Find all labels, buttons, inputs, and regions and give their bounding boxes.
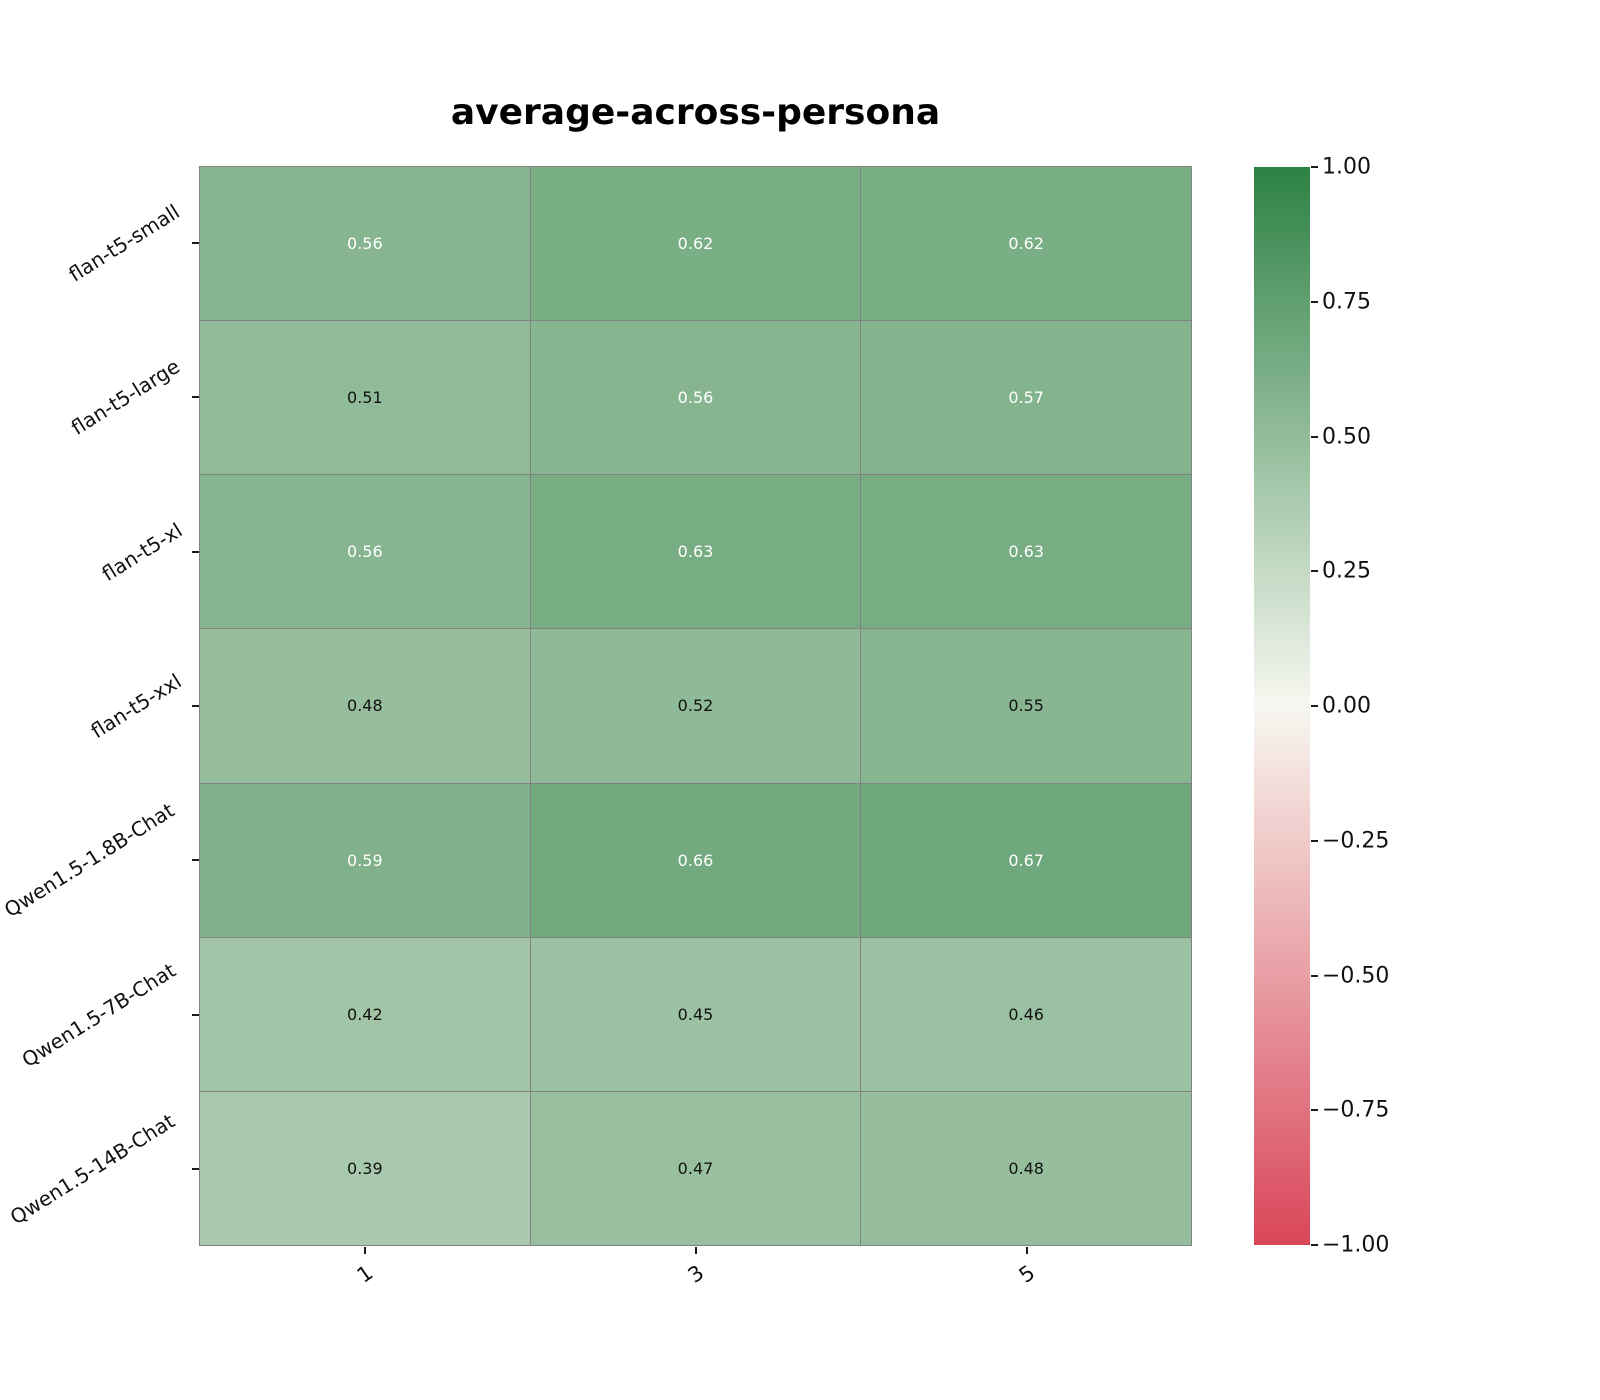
- colorbar-tick-mark: [1311, 570, 1318, 573]
- heatmap-cell: 0.55: [861, 629, 1191, 783]
- cell-value: 0.62: [1008, 234, 1044, 254]
- colorbar-tick-mark: [1311, 1109, 1318, 1112]
- y-tick-label: flan-t5-large: [66, 354, 184, 441]
- cell-value: 0.62: [677, 234, 714, 254]
- colorbar-tick-label: 0.25: [1322, 558, 1371, 584]
- cell-value: 0.56: [347, 542, 383, 562]
- y-tick-mark: [192, 396, 199, 399]
- heatmap-cell: 0.57: [861, 321, 1191, 475]
- cell-value: 0.48: [347, 696, 383, 716]
- colorbar-tick-label: 0.00: [1322, 693, 1371, 719]
- y-tick-label: Qwen1.5-7B-Chat: [17, 957, 180, 1072]
- colorbar-tick-mark: [1311, 705, 1318, 707]
- cell-value: 0.46: [1008, 1004, 1044, 1024]
- heatmap-cell: 0.67: [861, 783, 1191, 937]
- colorbar-tick-label: 0.50: [1322, 424, 1371, 449]
- colorbar-tick-label: −0.75: [1322, 1097, 1390, 1123]
- chart-title: average-across-persona: [450, 92, 941, 133]
- heatmap-cell: 0.62: [530, 167, 861, 321]
- y-tick-label: Qwen1.5-1.8B-Chat: [0, 798, 179, 923]
- heatmap-cell: 0.59: [200, 783, 530, 937]
- heatmap-cell: 0.46: [861, 937, 1191, 1091]
- heatmap-cell: 0.56: [530, 321, 861, 475]
- y-tick-label: flan-t5-xxl: [86, 668, 186, 744]
- cell-value: 0.52: [677, 696, 714, 716]
- heatmap-cell: 0.56: [200, 475, 530, 629]
- heatmap-cell: 0.45: [530, 937, 861, 1091]
- cell-value: 0.39: [347, 1158, 383, 1178]
- heatmap-cell: 0.66: [530, 783, 861, 937]
- heatmap-cell: 0.63: [861, 475, 1191, 629]
- cell-value: 0.42: [347, 1004, 383, 1024]
- heatmap-cell: 0.48: [200, 629, 530, 783]
- y-tick-mark: [192, 859, 199, 862]
- heatmap-cell: 0.51: [200, 321, 530, 475]
- y-tick-label: flan-t5-xl: [97, 517, 187, 586]
- cell-value: 0.63: [1008, 542, 1044, 562]
- cell-value: 0.63: [677, 542, 714, 562]
- heatmap-cell: 0.62: [861, 167, 1191, 321]
- colorbar-tick-mark: [1311, 839, 1318, 842]
- colorbar-tick-label: 1.00: [1322, 154, 1371, 180]
- heatmap-cell: 0.56: [200, 167, 530, 321]
- x-tick-label: 3: [683, 1260, 708, 1288]
- x-tick-mark: [694, 1247, 697, 1254]
- colorbar-tick-mark: [1311, 974, 1318, 977]
- colorbar-tick-label: 0.75: [1322, 289, 1371, 315]
- cell-value: 0.51: [347, 388, 383, 408]
- y-tick-mark: [192, 1013, 199, 1016]
- cell-value: 0.56: [347, 234, 383, 254]
- colorbar-tick-mark: [1311, 166, 1318, 168]
- y-tick-mark: [192, 705, 199, 707]
- heatmap-cell: 0.52: [530, 629, 861, 783]
- y-tick-mark: [192, 550, 199, 553]
- colorbar-tick-label: −0.50: [1322, 963, 1390, 988]
- heatmap-cell: 0.47: [530, 1091, 861, 1245]
- x-tick-mark: [363, 1247, 366, 1254]
- heatmap-cell: 0.63: [530, 475, 861, 629]
- heatmap-cell: 0.39: [200, 1091, 530, 1245]
- y-tick-label: Qwen1.5-14B-Chat: [5, 1108, 179, 1230]
- x-tick-label: 5: [1014, 1260, 1039, 1288]
- cell-value: 0.45: [677, 1004, 714, 1024]
- cell-value: 0.57: [1008, 388, 1044, 408]
- x-tick-mark: [1025, 1247, 1028, 1254]
- cell-value: 0.67: [1008, 850, 1044, 870]
- colorbar-tick-mark: [1311, 1244, 1318, 1246]
- heatmap-cell: 0.42: [200, 937, 530, 1091]
- x-tick-label: 1: [352, 1260, 377, 1288]
- cell-value: 0.55: [1008, 696, 1044, 716]
- y-tick-mark: [192, 1167, 199, 1170]
- heatmap-grid: 0.56 0.62 0.62 0.51 0.56 0.57 0.56 0.63 0.63 0.48…: [199, 166, 1192, 1246]
- cell-value: 0.47: [677, 1158, 714, 1178]
- colorbar-tick-label: −1.00: [1322, 1232, 1390, 1258]
- heatmap-cell: 0.48: [861, 1091, 1191, 1245]
- colorbar-tick-mark: [1311, 435, 1318, 438]
- y-tick-label: flan-t5-small: [64, 199, 184, 287]
- cell-value: 0.48: [1008, 1158, 1044, 1178]
- y-tick-mark: [192, 242, 199, 245]
- colorbar-tick-mark: [1311, 300, 1318, 303]
- cell-value: 0.56: [677, 388, 714, 408]
- cell-value: 0.66: [677, 850, 714, 870]
- cell-value: 0.59: [347, 850, 383, 870]
- colorbar: [1254, 167, 1310, 1245]
- colorbar-tick-label: −0.25: [1322, 828, 1390, 854]
